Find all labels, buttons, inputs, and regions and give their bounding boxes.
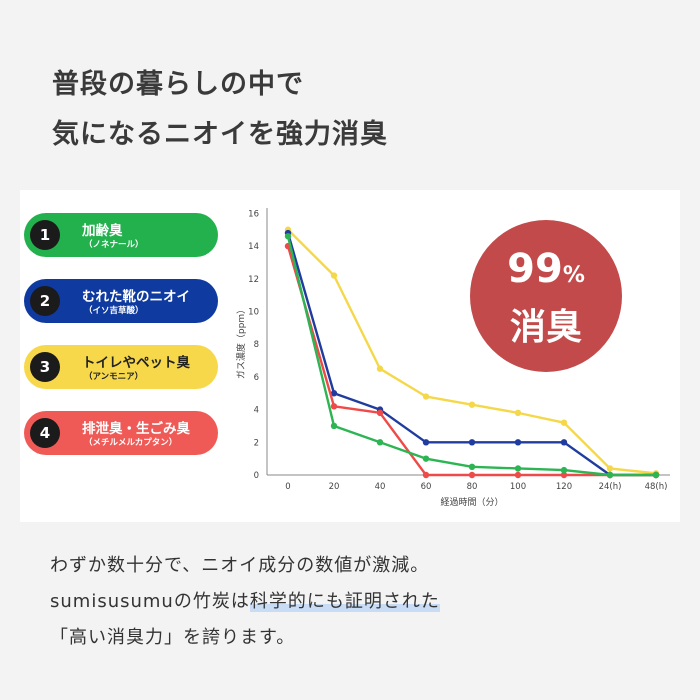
odor-name: むれた靴のニオイ: [82, 289, 190, 305]
odor-pill-3: 3 トイレやペット臭 （アンモニア）: [24, 345, 218, 389]
x-tick-label: 120: [556, 482, 572, 492]
series-point: [330, 403, 338, 410]
odor-number: 3: [30, 352, 60, 382]
x-tick-label: 48(h): [645, 482, 668, 492]
x-tick-label: 0: [285, 482, 290, 492]
y-tick-label: 4: [254, 406, 259, 416]
series-point: [606, 471, 614, 479]
y-tick-label: 12: [248, 275, 259, 285]
series-point: [514, 409, 522, 417]
x-tick-label: 40: [375, 482, 386, 492]
series-point: [376, 439, 384, 446]
series-point: [560, 471, 568, 479]
deodorize-badge: 99% 消臭: [470, 220, 622, 372]
series-point: [560, 439, 568, 446]
series-point: [376, 409, 384, 417]
odor-pill-1: 1 加齢臭 （ノネナール）: [24, 213, 218, 257]
headline: 普段の暮らしの中で 気になるニオイを強力消臭: [52, 60, 388, 160]
y-axis-label: ガス濃度（ppm）: [235, 305, 247, 379]
odor-compound: （イソ吉草酸）: [84, 306, 144, 316]
series-point: [422, 439, 430, 446]
badge-word: 消臭: [509, 307, 582, 348]
y-tick-label: 16: [248, 209, 259, 219]
series-point: [422, 455, 430, 462]
odor-number: 2: [30, 286, 60, 316]
y-tick-label: 8: [254, 340, 259, 350]
series-point: [330, 422, 338, 430]
x-axis-label: 経過時間（分）: [440, 496, 503, 508]
series-point: [514, 465, 522, 472]
badge-number: 99: [507, 246, 563, 292]
y-tick-label: 2: [254, 438, 259, 448]
body-line-2-text: sumisusumuの竹炭は: [50, 591, 250, 612]
body-copy: わずか数十分で、ニオイ成分の数値が激減。 sumisusumuの竹炭は科学的にも…: [50, 548, 440, 656]
odor-name: トイレやペット臭: [82, 355, 190, 371]
badge-percent: 99%: [470, 246, 622, 292]
x-tick-label: 80: [467, 482, 478, 492]
body-line-2: sumisusumuの竹炭は科学的にも証明された: [50, 584, 440, 620]
body-highlight: 科学的にも証明された: [249, 591, 440, 612]
odor-number: 1: [30, 220, 60, 250]
series-point: [376, 365, 384, 372]
series-point: [422, 471, 430, 479]
series-point: [422, 393, 430, 400]
x-tick-label: 20: [329, 482, 340, 492]
y-tick-label: 0: [254, 471, 259, 481]
odor-compound: （アンモニア）: [84, 372, 144, 382]
odor-number: 4: [30, 418, 60, 448]
series-point: [468, 463, 476, 471]
x-tick-label: 60: [421, 482, 432, 492]
odor-compound: （メチルメルカプタン）: [84, 438, 178, 448]
y-tick-label: 6: [254, 373, 259, 383]
odor-name: 加齢臭: [82, 223, 123, 239]
headline-line-2: 気になるニオイを強力消臭: [52, 119, 388, 150]
series-point: [514, 471, 522, 479]
series-point: [284, 233, 292, 240]
odor-compound: （ノネナール）: [84, 240, 144, 250]
series-point: [468, 471, 476, 479]
odor-pill-2: 2 むれた靴のニオイ （イソ吉草酸）: [24, 279, 218, 323]
series-point: [560, 419, 568, 426]
x-tick-label: 100: [510, 482, 526, 492]
x-tick-label: 24(h): [599, 482, 622, 492]
badge-percent-sign: %: [562, 263, 585, 288]
body-line-3: 「高い消臭力」を誇ります。: [50, 627, 296, 648]
odor-name: 排泄臭・生ごみ臭: [82, 421, 190, 437]
y-tick-label: 14: [248, 242, 259, 252]
series-point: [330, 272, 338, 279]
body-line-1: わずか数十分で、ニオイ成分の数値が激減。: [50, 555, 430, 576]
series-point: [652, 471, 660, 479]
headline-line-1: 普段の暮らしの中で: [52, 69, 304, 100]
series-point: [468, 439, 476, 446]
series-point: [560, 466, 568, 474]
series-point: [606, 465, 614, 472]
odor-pill-4: 4 排泄臭・生ごみ臭 （メチルメルカプタン）: [24, 411, 218, 455]
series-point: [514, 439, 522, 446]
series-point: [330, 390, 338, 397]
series-point: [468, 401, 476, 408]
y-tick-label: 10: [248, 308, 259, 318]
